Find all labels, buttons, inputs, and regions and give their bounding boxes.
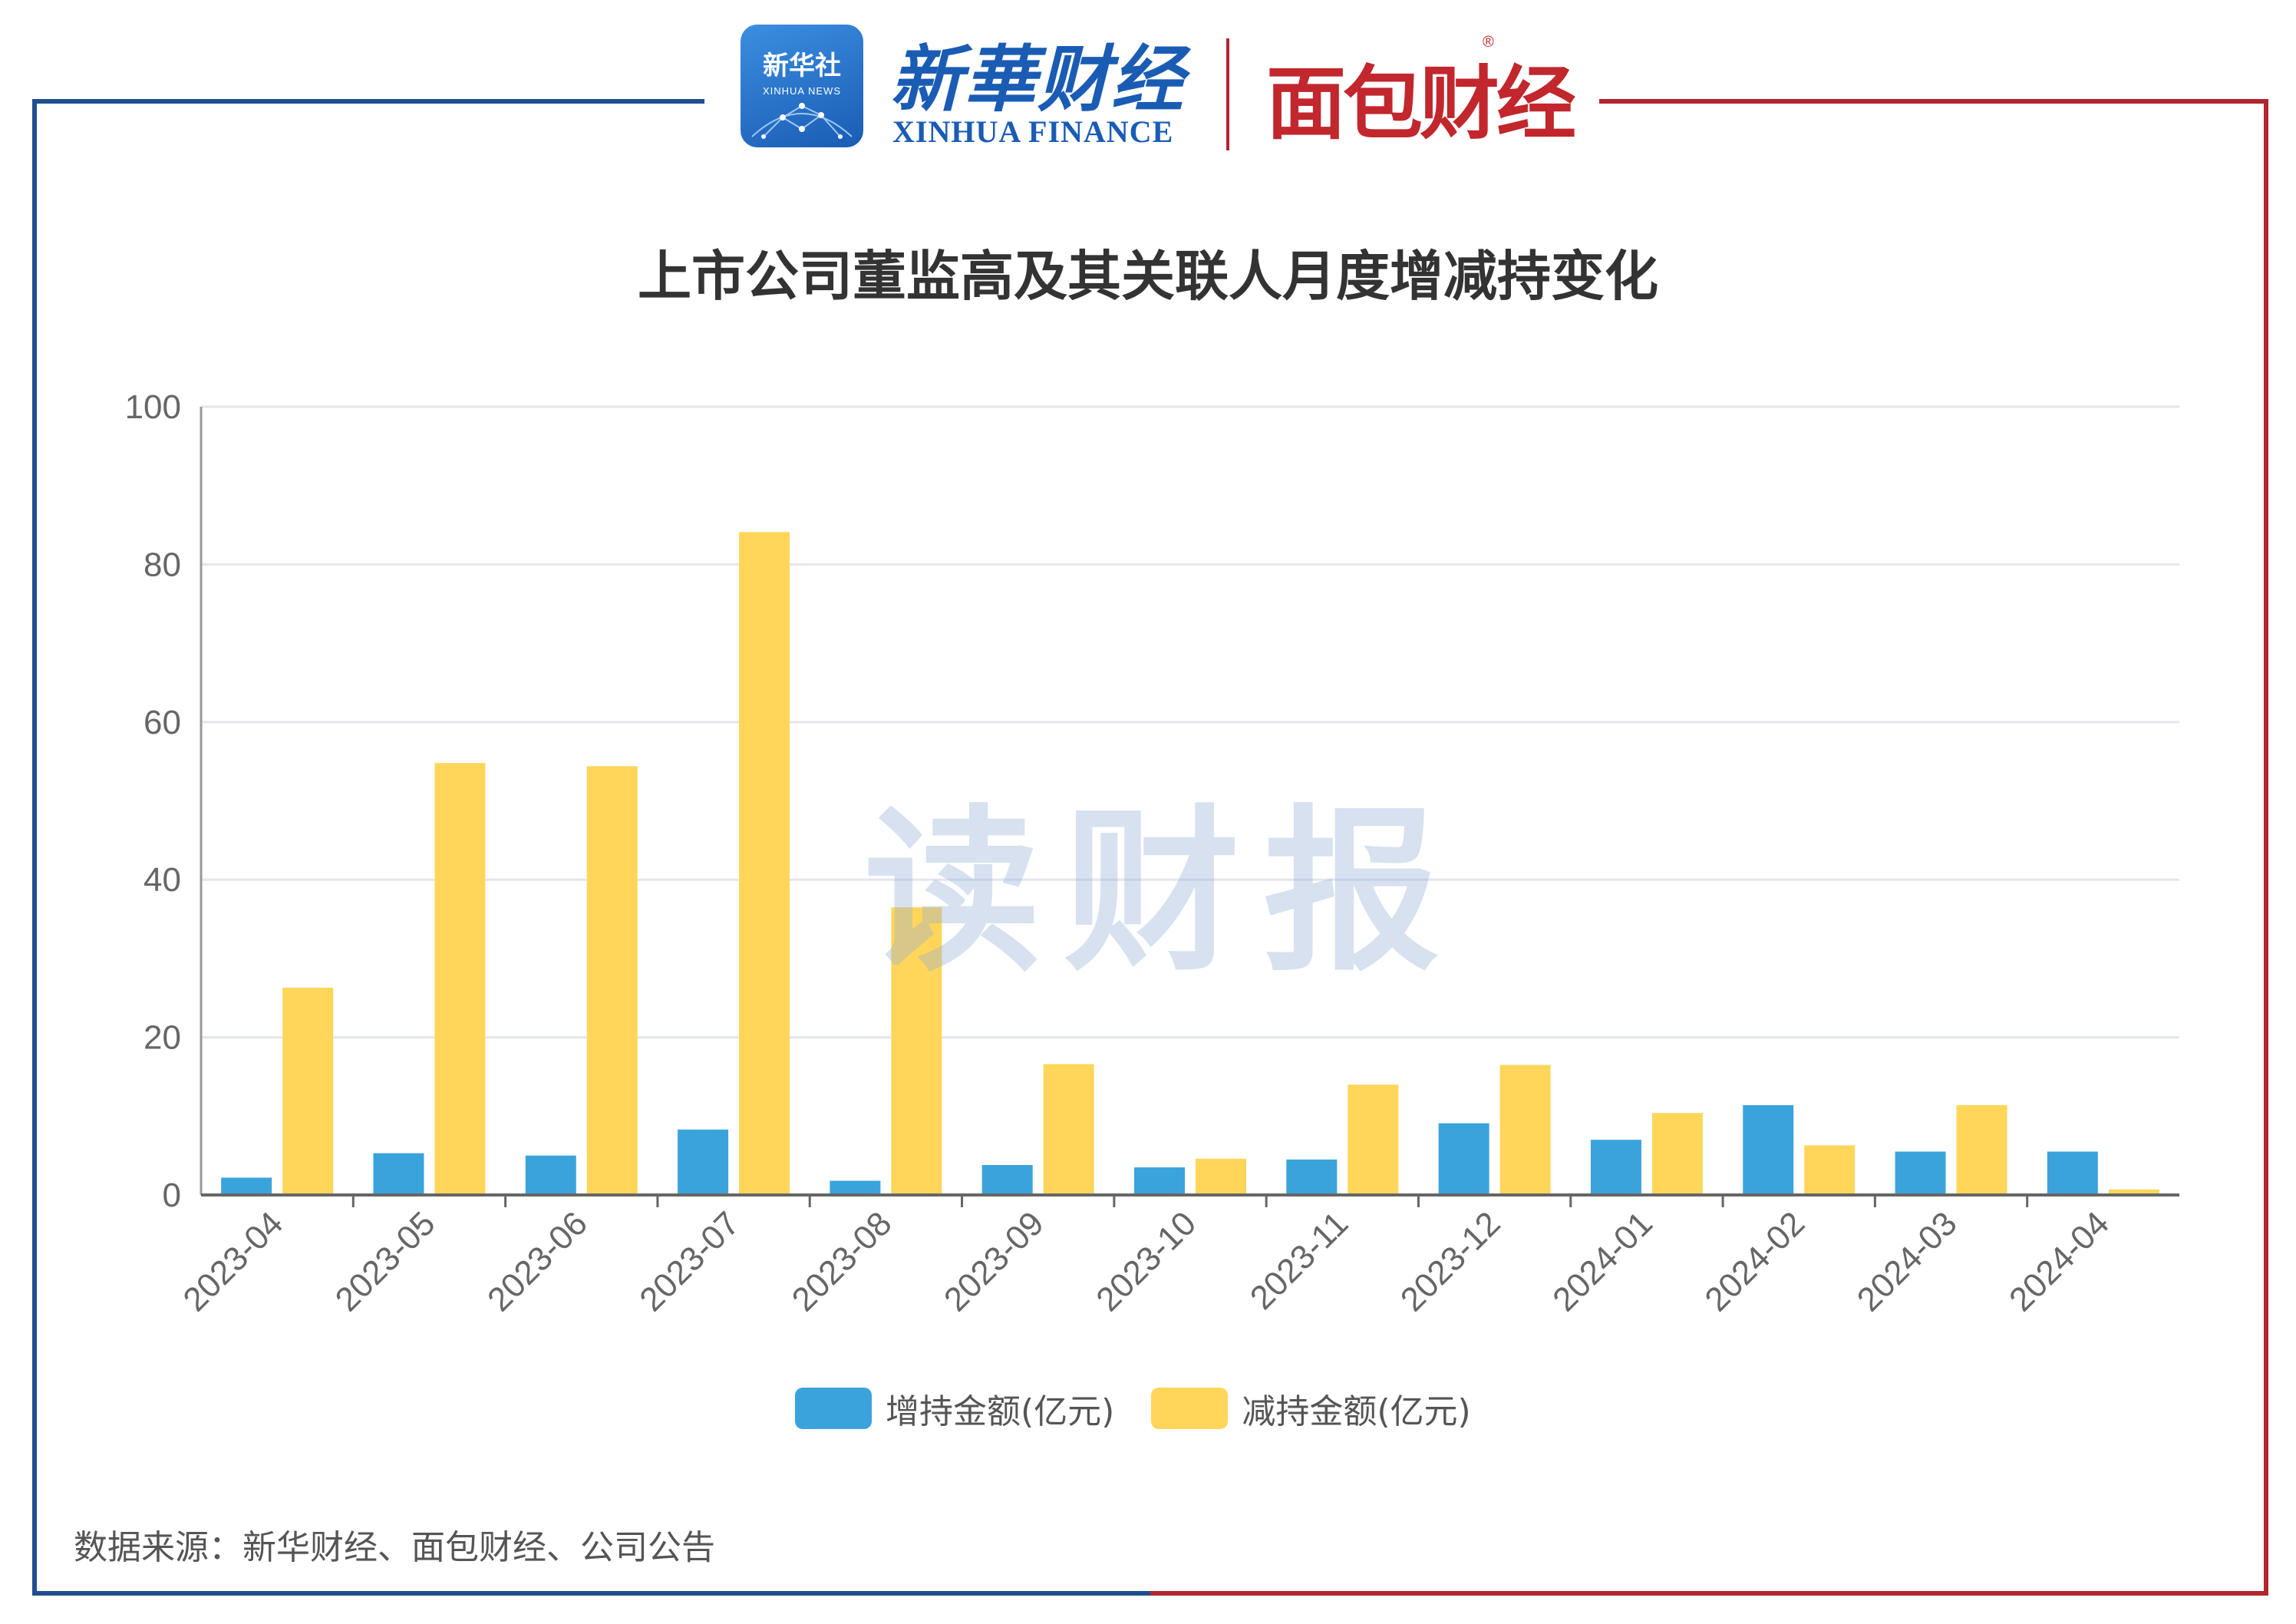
y-tick-label: 60	[144, 704, 181, 741]
mianbao-finance-logo: 面包财经	[1266, 57, 1576, 150]
source-note: 数据来源：新华财经、面包财经、公司公告	[74, 1528, 715, 1567]
bars	[221, 532, 2159, 1195]
bar-decrease	[1956, 1104, 2007, 1195]
bar-decrease	[434, 763, 486, 1195]
bar-increase	[1134, 1167, 1185, 1195]
y-tick-label: 40	[144, 861, 181, 899]
bar-increase	[221, 1177, 272, 1195]
bar-increase	[373, 1153, 424, 1195]
bar-decrease	[1499, 1065, 1551, 1195]
bar-decrease	[1804, 1145, 1856, 1195]
x-tick-label: 2023-12	[1394, 1204, 1508, 1319]
bar-increase	[1438, 1123, 1489, 1195]
x-tick-label: 2023-07	[632, 1204, 747, 1319]
bar-decrease	[586, 766, 638, 1195]
legend-swatch	[1151, 1388, 1229, 1429]
network-icon	[751, 103, 853, 139]
legend-label: 增持金额(亿元)	[886, 1392, 1115, 1431]
frame-bottom-left-border	[32, 1591, 1150, 1596]
frame-top-right-border	[1599, 99, 2268, 104]
bar-increase	[1743, 1104, 1794, 1195]
bar-decrease	[1043, 1064, 1094, 1195]
bar-increase	[981, 1164, 1033, 1195]
legend-swatch	[795, 1388, 872, 1429]
x-tick-label: 2024-01	[1546, 1204, 1660, 1319]
bar-decrease	[1348, 1084, 1399, 1195]
logo-divider	[1226, 38, 1229, 150]
bar-decrease	[282, 987, 334, 1195]
bar-increase	[1895, 1151, 1946, 1195]
y-tick-label: 20	[144, 1019, 181, 1057]
y-tick-label: 80	[144, 546, 181, 583]
xinhua-news-logo: 新华社 XINHUA NEWS	[741, 25, 863, 147]
legend-item[interactable]: 增持金额(亿元)	[795, 1384, 1114, 1433]
chart-legend: 增持金额(亿元) 减持金额(亿元)	[795, 1385, 1508, 1431]
bar-decrease	[1196, 1158, 1246, 1195]
xinhua-badge-en: XINHUA NEWS	[762, 85, 841, 97]
bar-decrease	[1651, 1113, 1703, 1195]
legend-item[interactable]: 减持金额(亿元)	[1151, 1384, 1471, 1433]
watermark: 读财报	[864, 791, 1463, 995]
frame-left-border	[32, 99, 37, 1596]
bar-decrease	[891, 907, 942, 1195]
bar-increase	[2047, 1151, 2098, 1195]
bar-decrease	[2108, 1189, 2159, 1195]
frame-right-border	[2264, 99, 2268, 1596]
bar-increase	[678, 1129, 729, 1195]
bar-increase	[1286, 1159, 1338, 1195]
x-tick-label: 2023-11	[1243, 1204, 1356, 1317]
frame-top-left-border	[32, 99, 704, 104]
x-tick-label: 2024-03	[1850, 1204, 1964, 1319]
registered-mark: ®	[1483, 34, 1494, 51]
x-tick-label: 2023-09	[937, 1204, 1051, 1319]
bar-increase	[830, 1180, 881, 1195]
bar-decrease	[739, 532, 790, 1195]
bar-increase	[525, 1155, 576, 1195]
x-tick-label: 2023-06	[480, 1204, 595, 1319]
grid-lines	[201, 405, 2179, 1039]
chart-title: 上市公司董监高及其关联人月度增减持变化	[638, 245, 1658, 308]
xinhua-finance-logo-cn: 新華财经	[890, 38, 1186, 122]
y-tick-label: 0	[163, 1177, 181, 1214]
xinhua-finance-logo-en: XINHUA FINANCE	[892, 114, 1174, 149]
xinhua-badge-cn: 新华社	[763, 51, 841, 81]
x-tick-label: 2024-02	[1697, 1204, 1812, 1319]
frame-bottom-right-border	[1150, 1591, 2268, 1596]
x-tick-label: 2023-10	[1089, 1204, 1203, 1319]
x-tick-label: 2023-08	[785, 1204, 899, 1319]
bar-increase	[1590, 1140, 1641, 1195]
x-tick-label: 2023-04	[176, 1204, 290, 1319]
x-tick-label: 2024-04	[2002, 1204, 2116, 1319]
x-tick-label: 2023-05	[328, 1204, 443, 1319]
legend-label: 减持金额(亿元)	[1242, 1392, 1471, 1431]
y-tick-label: 100	[125, 388, 181, 426]
